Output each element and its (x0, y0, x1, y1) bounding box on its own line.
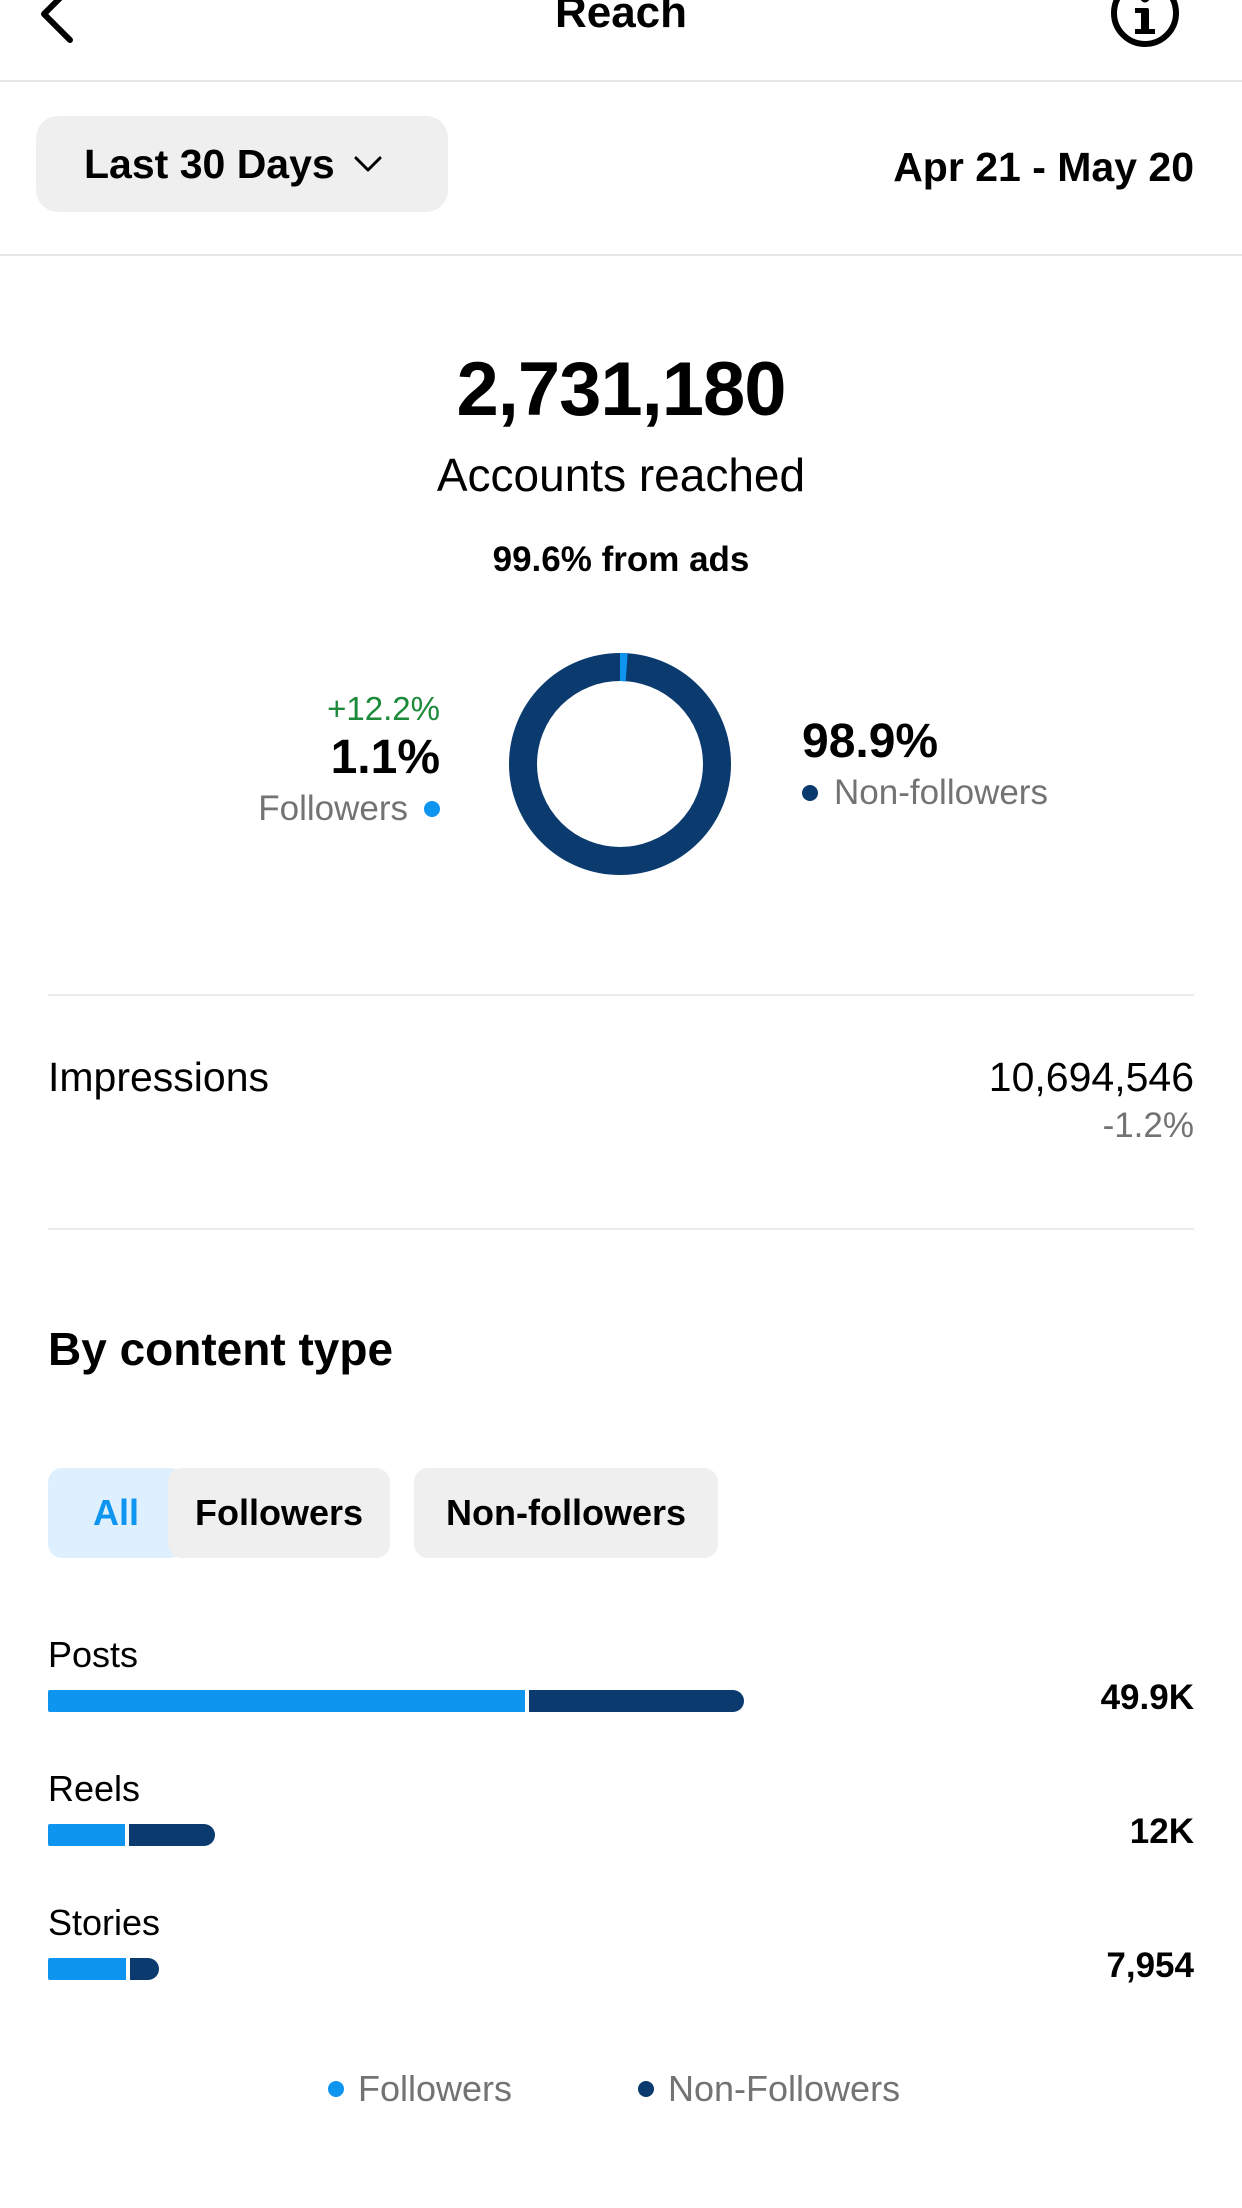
followers-percent: 1.1% (330, 731, 440, 784)
followers-change: +12.2% (327, 690, 440, 727)
info-icon[interactable] (1110, 0, 1180, 50)
non-followers-segment (529, 1690, 744, 1712)
chevron-down-icon (354, 156, 382, 172)
non-followers-dot-icon (802, 785, 818, 801)
accounts-reached-label: Accounts reached (436, 449, 806, 501)
accounts-reached-value: 2,731,180 (456, 347, 786, 432)
non-followers-dot-icon (638, 2081, 654, 2097)
section-title: By content type (48, 1323, 394, 1375)
non-followers-legend: Non-followers (802, 773, 1048, 813)
content-row-label: Stories (48, 1902, 161, 1943)
followers-segment (48, 1958, 127, 1980)
filter-chip-non-followers[interactable]: Non-followers (414, 1468, 718, 1558)
filter-chip-followers[interactable]: Followers (168, 1468, 390, 1558)
legend-label: Non-Followers (668, 2068, 901, 2109)
non-followers-stat: 98.9% Non-followers (802, 712, 1048, 813)
legend-label: Followers (358, 2068, 513, 2109)
followers-dot-icon (424, 801, 440, 817)
audience-donut-chart (509, 653, 731, 875)
followers-dot-icon (328, 2081, 344, 2097)
followers-legend: Followers (258, 789, 440, 829)
impressions-change: -1.2% (1102, 1106, 1194, 1145)
non-followers-percent: 98.9% (802, 715, 939, 768)
page-title: Reach (554, 0, 688, 37)
period-label: Last 30 Days (84, 140, 335, 187)
followers-segment (48, 1824, 125, 1846)
followers-stat: +12.2% 1.1% Followers (258, 690, 440, 829)
impressions-label: Impressions (48, 1054, 270, 1100)
chevron-left-icon[interactable] (34, 0, 84, 44)
non-followers-segment (128, 1824, 216, 1846)
period-dropdown[interactable]: Last 30 Days (36, 116, 448, 212)
content-bar-posts (48, 1690, 744, 1712)
divider (48, 1228, 1194, 1230)
followers-segment (48, 1690, 526, 1712)
legend-non-followers: Non-Followers (638, 2068, 900, 2110)
content-bar-reels (48, 1824, 216, 1846)
divider (48, 994, 1194, 996)
content-row-label: Reels (48, 1768, 141, 1809)
impressions-value: 10,694,546 (988, 1054, 1194, 1100)
non-followers-segment (130, 1958, 159, 1980)
non-followers-arc (509, 653, 731, 875)
content-row-value: 49.9K (1100, 1678, 1194, 1717)
non-followers-legend-label: Non-followers (834, 773, 1048, 812)
ads-note: 99.6% from ads (492, 540, 750, 579)
top-bar: Reach (0, 0, 1242, 82)
followers-legend-label: Followers (258, 789, 408, 828)
content-row-value: 7,954 (1106, 1946, 1194, 1985)
date-range: Apr 21 - May 20 (893, 144, 1194, 190)
content-row-value: 12K (1129, 1812, 1194, 1851)
content-row-label: Posts (48, 1634, 139, 1675)
date-filter-bar: Last 30 Days Apr 21 - May 20 (0, 82, 1242, 256)
legend-followers: Followers (328, 2068, 512, 2110)
filter-chip-all[interactable]: All (48, 1468, 184, 1558)
content-bar-stories (48, 1958, 159, 1980)
